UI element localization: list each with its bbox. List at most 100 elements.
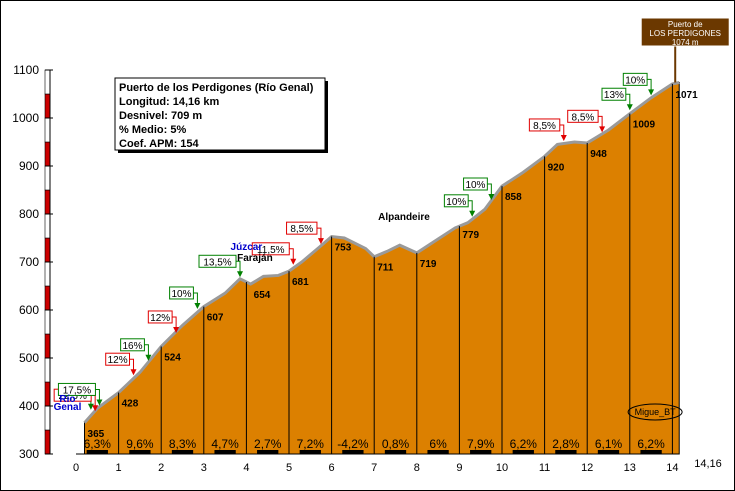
elevation-scale-segment <box>44 141 51 167</box>
summit-sign-text: LOS PERDIGONES <box>649 29 721 38</box>
place-name-label: Alpandeire <box>378 212 430 223</box>
ramp-tag-arrow <box>625 93 631 109</box>
km-base-strip-segment <box>384 450 407 454</box>
summit-sign-text: Puerto de <box>668 20 703 29</box>
km-gradient-label: 4,7% <box>211 437 239 451</box>
ramp-arrow-head <box>173 326 180 333</box>
ramp-tag-label: 12% <box>108 355 128 366</box>
ramp-arrow-head <box>96 399 103 406</box>
info-box-stat: % Medio: 5% <box>119 124 186 136</box>
author-label: Migue_BT <box>635 407 677 417</box>
ramp-arrow-head <box>626 104 633 111</box>
y-tick-label: 800 <box>19 207 39 221</box>
km-base-strip-segment <box>640 450 662 454</box>
info-box-stat: Desnivel: 709 m <box>119 110 202 122</box>
summit-sign <box>640 17 730 47</box>
ramp-tag-arrow <box>193 292 198 307</box>
elevation-scale-segment <box>44 357 51 383</box>
ramp-tag-arrow <box>236 260 241 276</box>
x-tick-label: 2 <box>158 462 164 474</box>
ramp-tag-label: 8,5% <box>533 121 556 132</box>
altitude-label: 654 <box>254 290 271 301</box>
ramp-tag-label: 10% <box>625 75 645 86</box>
elevation-scale-segment <box>44 165 51 191</box>
km-gradient-label: -4,2% <box>337 437 369 451</box>
place-name-label: Genal <box>54 402 82 413</box>
km-gradient-label: 6,2% <box>510 437 538 451</box>
y-tick-label: 600 <box>19 303 39 317</box>
ramp-tag-arrow <box>129 358 135 374</box>
ramp-tag-arrow <box>172 316 177 331</box>
y-tick-label: 300 <box>19 447 39 461</box>
ramp-tag-label: 8,5% <box>572 112 595 123</box>
x-tick-label: 10 <box>496 462 508 474</box>
altitude-label: 365 <box>88 429 105 440</box>
y-tick-label: 400 <box>19 399 39 413</box>
ramp-tag-box <box>286 221 318 235</box>
ramp-tag-label: 17,5% <box>63 385 91 396</box>
km-base-strip-segment <box>555 450 577 454</box>
km-gradient-label: 6,1% <box>595 437 623 451</box>
x-tick-label: 14 <box>666 462 678 474</box>
altitude-label: 920 <box>548 162 565 173</box>
ramp-tag-arrow <box>598 115 603 131</box>
ramp-tag-arrow <box>468 200 473 215</box>
ramp-arrow-head <box>290 258 297 265</box>
km-base-strip-segment <box>342 450 364 454</box>
ramp-tag-arrow <box>647 78 652 94</box>
ramp-tag-label: 16% <box>123 341 143 352</box>
ramp-tag-label: 8,5% <box>290 224 313 235</box>
elevation-scale-segment <box>44 381 51 407</box>
altitude-label: 524 <box>164 352 181 363</box>
elevation-scale-segment <box>44 429 51 455</box>
ramp-arrow-head <box>237 271 244 278</box>
x-tick-label: 1 <box>116 462 122 474</box>
km-base-strip-segment <box>597 450 620 454</box>
km-base-strip-segment <box>299 450 321 454</box>
ramp-tag-label: 13,5% <box>203 257 231 268</box>
y-tick-label: 1000 <box>12 111 39 125</box>
ramp-arrow-head <box>130 369 137 376</box>
altitude-label: 711 <box>377 263 394 274</box>
elevation-scale-segment <box>44 69 51 95</box>
summit-sign-text: 1074 m <box>672 38 699 47</box>
ramp-tag-arrow <box>316 227 322 243</box>
info-box-stat: Longitud: 14,16 km <box>119 96 219 108</box>
x-tick-label: 7 <box>371 462 377 474</box>
ramp-tag-label: 10% <box>446 197 466 208</box>
km-gradient-label: 2,7% <box>254 437 282 451</box>
x-end-label: 14,16 <box>694 458 722 470</box>
km-base-strip-segment <box>512 450 534 454</box>
km-gradient-label: 6,3% <box>84 437 112 451</box>
elevation-scale-segment <box>44 93 51 119</box>
ramp-tag-label: 12% <box>150 313 170 324</box>
altitude-label: 779 <box>462 230 479 241</box>
ramp-tag-label: 11,5% <box>257 245 285 256</box>
altitude-label: 681 <box>292 277 309 288</box>
km-gradient-label: 7,9% <box>467 437 495 451</box>
x-tick-label: 12 <box>581 462 593 474</box>
ramp-arrow-head <box>194 302 201 309</box>
ramp-tag-arrow <box>487 183 492 198</box>
km-gradient-label: 7,2% <box>297 437 325 451</box>
y-tick-label: 500 <box>19 351 39 365</box>
km-base-strip-segment <box>470 450 492 454</box>
y-tick-label: 700 <box>19 255 39 269</box>
altitude-label: 858 <box>505 192 522 203</box>
place-name-label: Río <box>59 394 75 405</box>
altitude-label: 1009 <box>633 120 656 131</box>
x-tick-label: 9 <box>456 462 462 474</box>
elevation-scale-segment <box>44 333 51 359</box>
x-tick-label: 8 <box>414 462 420 474</box>
x-tick-label: 13 <box>624 462 636 474</box>
place-name-label: Faraján <box>237 253 273 264</box>
elevation-scale-segment <box>44 285 51 311</box>
x-tick-label: 6 <box>329 462 335 474</box>
info-box-stat: Coef. APM: 154 <box>119 138 200 150</box>
ramp-arrow-head <box>145 354 152 361</box>
elevation-scale-segment <box>44 405 51 431</box>
km-base-strip-segment <box>257 450 279 454</box>
altitude-label: 607 <box>207 313 224 324</box>
altitude-label: 948 <box>590 149 607 160</box>
km-base-strip-segment <box>427 450 449 454</box>
